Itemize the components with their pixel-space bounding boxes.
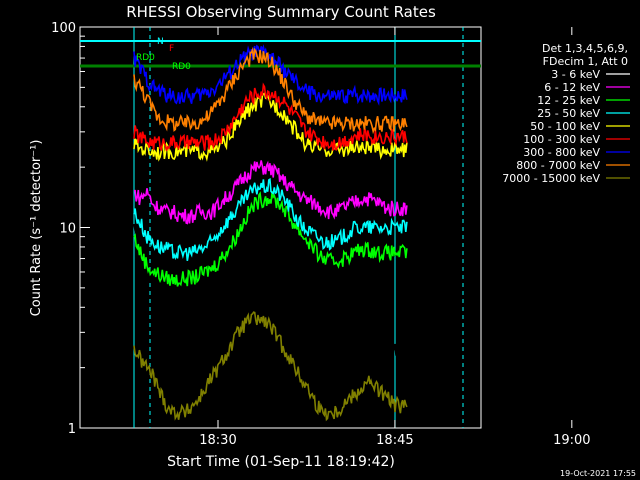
legend-label-4: 50 - 100 keV <box>530 120 600 133</box>
legend-label-7: 800 - 7000 keV <box>516 159 600 172</box>
series-100-300-kev <box>133 82 408 152</box>
mode-bands <box>80 27 481 428</box>
chart-title: RHESSI Observing Summary Count Rates <box>126 3 436 21</box>
legend-header-1: FDecim 1, Att 0 <box>543 55 628 68</box>
flag-label-3: RD0 <box>172 62 191 72</box>
legend-header-0: Det 1,3,4,5,6,9, <box>542 42 628 55</box>
x-tick-label-2: 19:00 <box>553 433 590 448</box>
flag-label-1: F <box>169 44 174 54</box>
series-25-50-kev <box>133 177 408 261</box>
series-6-12-kev <box>134 160 408 225</box>
series-layer <box>133 44 408 422</box>
series-800-7000-kev <box>133 46 408 135</box>
legend: Det 1,3,4,5,6,9,FDecim 1, Att 03 - 6 keV… <box>502 42 630 185</box>
x-axis-label: Start Time (01-Sep-11 18:19:42) <box>167 454 395 470</box>
series-12-25-kev <box>133 191 408 287</box>
legend-label-0: 3 - 6 keV <box>551 68 600 81</box>
x-tick-label-0: 18:30 <box>199 433 236 448</box>
flag-layer: NF RD0 RD0 <box>136 37 191 72</box>
timestamp: 19-Oct-2021 17:55 <box>560 469 636 478</box>
series-300-800-kev <box>133 44 408 106</box>
y-tick-label-1: 10 <box>59 222 76 237</box>
legend-label-3: 25 - 50 keV <box>537 107 600 120</box>
legend-label-2: 12 - 25 keV <box>537 94 600 107</box>
x-tick-label-1: 18:45 <box>376 433 413 448</box>
series-7000-15000-kev <box>133 311 408 422</box>
legend-label-6: 300 - 800 keV <box>523 146 600 159</box>
y-tick-label-0: 1 <box>68 422 76 437</box>
series-50-100-kev <box>133 92 408 162</box>
flag-label-0: N <box>157 37 164 47</box>
y-tick-label-2: 100 <box>51 21 76 36</box>
y-axis-label: Count Rate (s⁻¹ detector⁻¹) <box>29 140 44 317</box>
legend-label-5: 100 - 300 keV <box>523 133 600 146</box>
legend-label-1: 6 - 12 keV <box>544 81 600 94</box>
flag-label-2: RD0 <box>136 53 155 63</box>
legend-label-8: 7000 - 15000 keV <box>502 172 600 185</box>
series-3-6-kev <box>133 207 408 357</box>
